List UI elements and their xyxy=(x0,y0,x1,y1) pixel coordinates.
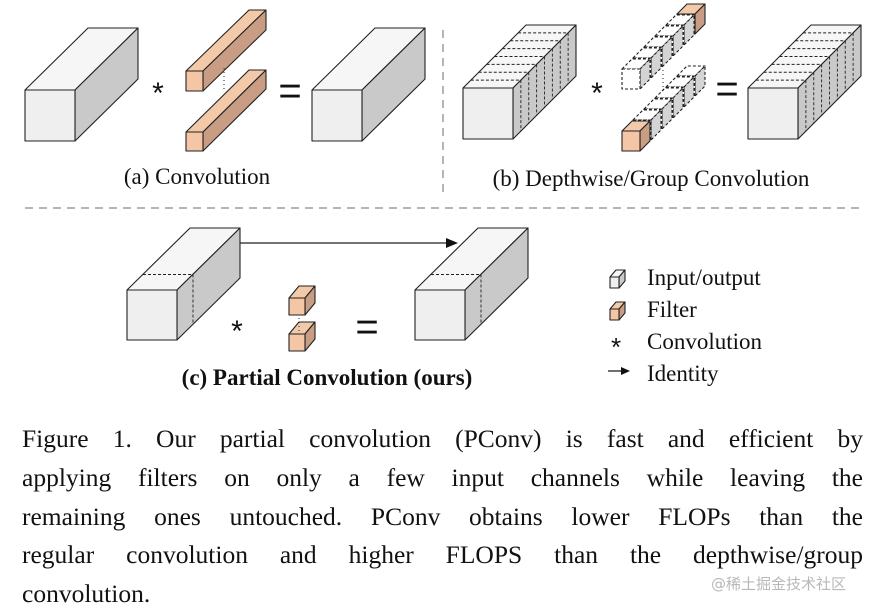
input-feature-cube-c xyxy=(126,227,241,341)
legend-label-filter: Filter xyxy=(647,297,697,322)
empty-filter-slot-b-side-face xyxy=(683,14,695,46)
empty-filter-slot-b-side-face xyxy=(661,98,673,130)
convolution-operator-c: * xyxy=(231,315,243,348)
arrow-right-icon xyxy=(608,367,630,375)
figure-caption: Figure 1. Our partial convolution (PConv… xyxy=(22,420,863,614)
filter-bar-bottom-a xyxy=(185,69,267,152)
empty-filter-slot-b-side-face xyxy=(650,47,662,79)
empty-filter-slot-b-front-face xyxy=(621,68,641,90)
filter-cube-bottom-c-front-face xyxy=(288,333,306,352)
output-feature-cube-b xyxy=(747,24,862,140)
filter-cube-b xyxy=(621,120,651,152)
empty-filter-slot-b-side-face xyxy=(672,87,684,119)
output-feature-cube-a xyxy=(311,27,426,142)
output-feature-cube-c xyxy=(414,227,529,341)
filter-cube-bottom-c xyxy=(288,321,316,352)
filter-bar-top-a xyxy=(185,9,267,92)
empty-filter-slot-b-side-face xyxy=(650,109,662,141)
empty-filter-slot-b-side-face xyxy=(683,76,695,108)
filter-cube-top-c-front-face xyxy=(288,297,306,316)
panel-b-label: (b) Depthwise/Group Convolution xyxy=(493,166,810,191)
input-feature-cube-b-front-face xyxy=(462,87,514,140)
asterisk-icon: * xyxy=(611,332,621,362)
output-feature-cube-b-front-face xyxy=(747,87,799,140)
output-feature-cube-c-front-face xyxy=(414,289,466,341)
caption-line: remaining ones untouched. PConv obtains … xyxy=(22,501,863,531)
diagram-shapes xyxy=(24,3,862,375)
caption-line: applying filters on only a few input cha… xyxy=(22,462,863,492)
input-output-cube-icon xyxy=(609,269,626,289)
panel-a-label: (a) Convolution xyxy=(124,164,271,189)
equals-operator-c: = xyxy=(355,305,378,349)
watermark: @稀土掘金技术社区 xyxy=(711,575,847,593)
caption-line: regular convolution and higher FLOPS tha… xyxy=(22,540,863,570)
filter-cube-icon xyxy=(609,301,626,321)
input-feature-cube-c-front-face xyxy=(126,289,178,341)
filter-cube-top-c xyxy=(288,285,316,316)
legend-label-input-output: Input/output xyxy=(647,265,761,290)
filter-cube-b-front-face xyxy=(621,130,641,152)
caption-line: Figure 1. Our partial convolution (PConv… xyxy=(22,424,863,453)
equals-operator-b: = xyxy=(715,67,738,111)
empty-filter-slot-b-side-face xyxy=(661,36,673,68)
input-feature-cube-a-front-face xyxy=(24,89,76,142)
input-feature-cube-a xyxy=(24,27,139,142)
input-output-cube-icon-front-face xyxy=(609,276,620,289)
legend-label-identity: Identity xyxy=(647,361,719,386)
arrow-right-icon-head xyxy=(621,367,630,375)
convolution-operator-a: * xyxy=(152,77,164,110)
equals-operator-a: = xyxy=(278,69,301,113)
empty-filter-slot-b-side-face xyxy=(639,58,651,90)
caption-line: convolution. xyxy=(22,579,151,609)
legend-label-convolution: Convolution xyxy=(647,329,763,354)
filter-bar-top-a-front-face xyxy=(185,70,204,92)
empty-filter-slot-b xyxy=(621,58,651,90)
filter-cube-icon-front-face xyxy=(609,308,620,321)
input-feature-cube-b xyxy=(462,24,577,140)
panel-c-label: (c) Partial Convolution (ours) xyxy=(182,365,473,390)
filter-bar-bottom-a-front-face xyxy=(185,131,204,152)
identity-arrow-head xyxy=(446,238,458,248)
empty-filter-slot-b-side-face xyxy=(694,65,706,97)
convolution-operator-b: * xyxy=(591,77,603,110)
legend: Input/output Filter * Convolution Identi… xyxy=(611,265,763,386)
empty-filter-slot-b-side-face xyxy=(672,25,684,57)
output-feature-cube-a-front-face xyxy=(311,89,363,142)
